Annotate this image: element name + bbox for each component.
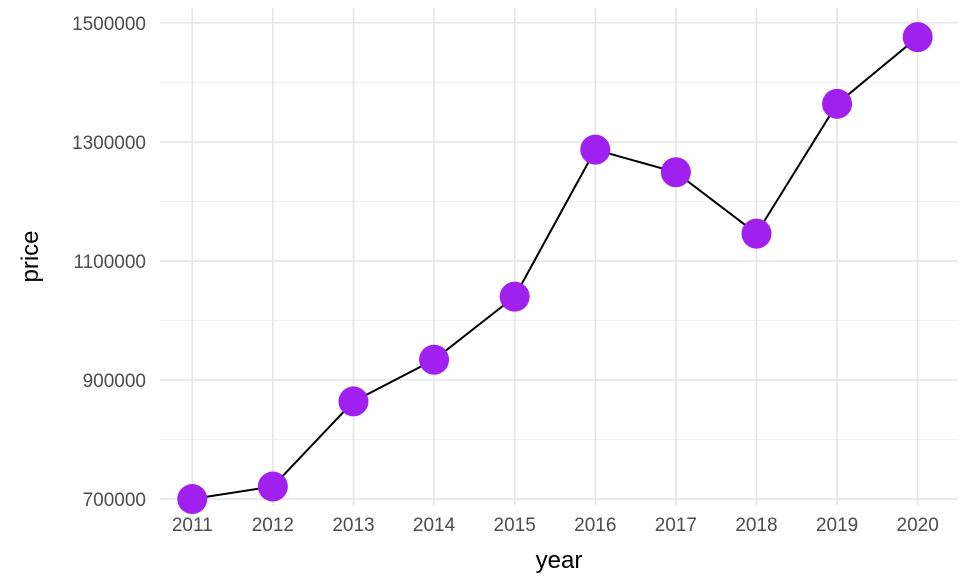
y-tick-label: 1300000 <box>72 133 146 154</box>
data-point <box>177 484 208 515</box>
grid <box>160 8 958 505</box>
data-point <box>822 88 853 119</box>
data-point <box>257 471 288 502</box>
x-tick-label: 2011 <box>172 515 213 536</box>
data-point <box>741 218 772 249</box>
y-tick-label: 1500000 <box>72 14 146 35</box>
x-tick-label: 2019 <box>816 515 858 536</box>
price-series-line <box>192 36 919 500</box>
data-point <box>338 386 369 417</box>
y-axis-title: price <box>17 230 44 282</box>
price-series-points <box>177 22 933 515</box>
y-tick-label: 900000 <box>83 371 146 392</box>
y-axis-ticks: 700000 900000 1100000 1300000 1500000 <box>72 14 146 511</box>
x-tick-label: 2014 <box>413 515 456 536</box>
x-tick-label: 2012 <box>252 515 294 536</box>
x-axis-ticks: 2011 2012 2013 2014 2015 2016 2017 2018 2019 2020 <box>172 515 939 536</box>
x-axis-title: year <box>536 547 583 574</box>
x-tick-label: 2016 <box>574 515 616 536</box>
data-point <box>499 281 530 312</box>
y-tick-label: 1100000 <box>73 252 146 273</box>
x-tick-label: 2017 <box>655 515 697 536</box>
data-point <box>660 157 691 188</box>
x-tick-label: 2018 <box>735 515 777 536</box>
data-point <box>419 344 450 375</box>
x-tick-label: 2015 <box>494 515 536 536</box>
y-tick-label: 700000 <box>83 490 146 511</box>
data-point <box>902 22 933 53</box>
data-point <box>580 134 611 165</box>
x-tick-label: 2020 <box>897 515 939 536</box>
x-tick-label: 2013 <box>332 515 374 536</box>
